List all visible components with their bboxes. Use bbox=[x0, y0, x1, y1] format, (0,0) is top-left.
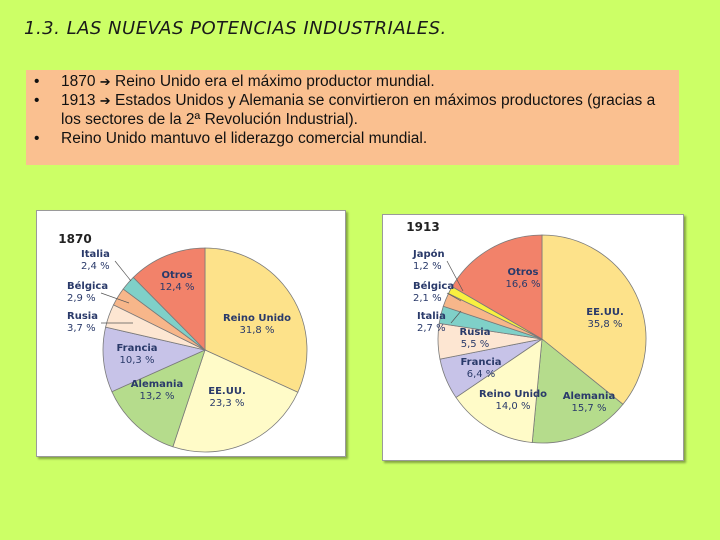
slice-label-1870-italia: Italia bbox=[81, 249, 110, 260]
bullet-marker: • bbox=[34, 73, 40, 90]
leader-line-belgica bbox=[446, 292, 462, 302]
bullet-text: Reino Unido era el máximo productor mund… bbox=[115, 73, 435, 90]
pie-slice-1913-reino-unido bbox=[455, 338, 543, 443]
slice-value-1913-japon: 1,2 % bbox=[413, 261, 442, 272]
chart-title-1870: 1870 bbox=[58, 232, 91, 246]
arrow-right-icon: ➔ bbox=[99, 74, 111, 89]
summary-box: • 1870 ➔ Reino Unido era el máximo produ… bbox=[26, 70, 679, 165]
slice-value-1870-ee-uu: 23,3 % bbox=[210, 398, 245, 409]
slice-value-1870-rusia: 3,7 % bbox=[67, 323, 96, 334]
slice-value-1913-otros: 16,6 % bbox=[506, 279, 541, 290]
slice-value-1870-otros: 12,4 % bbox=[160, 282, 195, 293]
slice-label-1913-italia: Italia bbox=[417, 311, 446, 322]
slice-label-1913-belgica: Bélgica bbox=[413, 280, 454, 292]
slice-label-1913-rusia: Rusia bbox=[460, 327, 491, 338]
slice-label-1870-reino-unido: Reino Unido bbox=[223, 313, 291, 324]
slice-label-1913-reino-unido: Reino Unido bbox=[479, 389, 547, 400]
slice-label-1913-alemania: Alemania bbox=[563, 391, 615, 402]
bullet-text: Reino Unido mantuvo el liderazgo comerci… bbox=[61, 130, 428, 147]
slice-value-1913-alemania: 15,7 % bbox=[572, 403, 607, 414]
leader-line-italia bbox=[114, 260, 132, 282]
pie-slice-1913-otros bbox=[451, 234, 543, 340]
pie-slice-1870-reino-unido bbox=[204, 247, 308, 393]
slice-value-1870-francia: 10,3 % bbox=[120, 355, 155, 366]
slice-label-1913-otros: Otros bbox=[507, 267, 538, 278]
slice-label-1913-ee-uu: EE.UU. bbox=[586, 307, 624, 318]
slice-label-1870-alemania: Alemania bbox=[131, 379, 183, 390]
pie-slice-1913-alemania bbox=[531, 338, 624, 444]
slice-value-1913-reino-unido: 14,0 % bbox=[496, 401, 531, 412]
pie-slice-1913-ee-uu bbox=[541, 234, 647, 405]
slide-title: 1.3. LAS NUEVAS POTENCIAS INDUSTRIALES. bbox=[24, 18, 447, 39]
chart-title-1913: 1913 bbox=[406, 220, 439, 234]
bullet-1913: • 1913 ➔ Estados Unidos y Alemania se co… bbox=[30, 91, 671, 129]
bullet-year: 1913 bbox=[61, 92, 96, 109]
bullet-marker: • bbox=[34, 130, 40, 147]
pie-slice-1870-ee-uu bbox=[172, 349, 299, 453]
bullet-year: 1870 bbox=[61, 73, 96, 90]
slice-label-1913-japon: Japón bbox=[412, 248, 445, 260]
arrow-right-icon: ➔ bbox=[99, 93, 111, 108]
slice-value-1870-italia: 2,4 % bbox=[81, 261, 110, 272]
slice-value-1870-alemania: 13,2 % bbox=[140, 391, 175, 402]
slice-value-1913-italia: 2,7 % bbox=[417, 323, 446, 334]
leader-line-italia bbox=[450, 310, 462, 324]
slice-value-1913-rusia: 5,5 % bbox=[461, 339, 490, 350]
pie-chart-1870-panel: 1870 Reino Unido 31,8 % EE.UU. 23,3 % Alemani… bbox=[36, 210, 346, 457]
slice-label-1870-belgica: Bélgica bbox=[67, 280, 108, 292]
bullet-text: Estados Unidos y Alemania se convirtiero… bbox=[61, 92, 656, 128]
leader-line-belgica bbox=[100, 292, 130, 304]
pie-slice-1870-alemania bbox=[111, 349, 206, 448]
bullet-1870: • 1870 ➔ Reino Unido era el máximo produ… bbox=[30, 72, 671, 91]
slice-label-1870-otros: Otros bbox=[161, 270, 192, 281]
slice-label-1870-rusia: Rusia bbox=[67, 311, 98, 322]
bullet-commerce: • Reino Unido mantuvo el liderazgo comer… bbox=[30, 129, 671, 148]
pie-slice-1870-otros bbox=[132, 247, 206, 351]
slice-value-1870-belgica: 2,9 % bbox=[67, 293, 96, 304]
slice-label-1913-francia: Francia bbox=[460, 357, 501, 368]
bullet-marker: • bbox=[34, 92, 40, 109]
slice-value-1870-reino-unido: 31,8 % bbox=[240, 325, 275, 336]
slice-value-1913-belgica: 2,1 % bbox=[413, 293, 442, 304]
slice-label-1870-francia: Francia bbox=[116, 343, 157, 354]
slice-value-1913-ee-uu: 35,8 % bbox=[588, 319, 623, 330]
slice-value-1913-francia: 6,4 % bbox=[467, 369, 496, 380]
slice-label-1870-ee-uu: EE.UU. bbox=[208, 386, 246, 397]
pie-chart-1913-panel: 1913 EE.UU. 35,8 % Alemania 15,7 % Reino Unid… bbox=[382, 214, 684, 461]
leader-line-japon bbox=[446, 260, 464, 292]
